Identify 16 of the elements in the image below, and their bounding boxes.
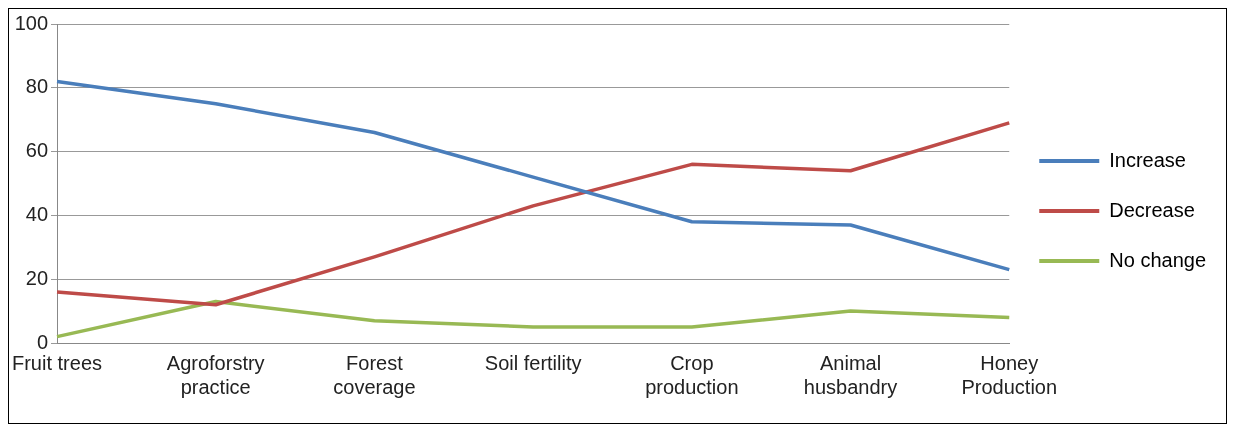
y-tick-label: 80 bbox=[25, 75, 49, 98]
x-tick-label: Soil fertility bbox=[484, 351, 582, 374]
legend-label: Increase bbox=[1109, 148, 1186, 171]
legend-label: Decrease bbox=[1109, 198, 1195, 221]
x-tick-label: Fruit trees bbox=[11, 351, 103, 374]
y-tick-label: 0 bbox=[36, 330, 49, 353]
x-tick-label: Agroforstry practice bbox=[166, 351, 265, 398]
x-tick-label: Crop production bbox=[645, 351, 739, 398]
legend-label: No change bbox=[1109, 248, 1207, 271]
y-tick-label: 60 bbox=[25, 139, 49, 162]
y-tick-label: 100 bbox=[14, 11, 49, 34]
x-tick-label: Forest coverage bbox=[333, 351, 416, 398]
y-tick-label: 40 bbox=[25, 202, 49, 225]
x-tick-label: Animal husbandry bbox=[803, 351, 898, 398]
x-tick-label: Honey Production bbox=[961, 351, 1058, 398]
y-tick-label: 20 bbox=[25, 266, 49, 289]
